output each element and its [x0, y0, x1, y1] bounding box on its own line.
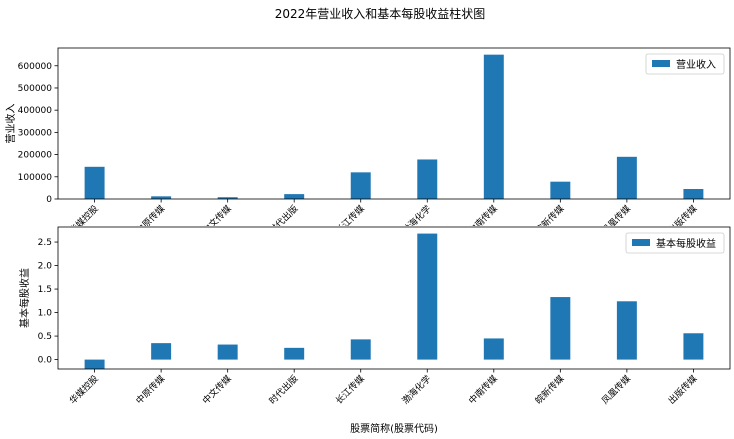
x-tick-label: 中文传媒	[200, 203, 234, 237]
bar	[84, 166, 105, 199]
bar	[683, 333, 704, 360]
x-tick-label: 时代出版	[266, 373, 300, 407]
x-tick-label: 皖新传媒	[533, 373, 567, 407]
bar	[151, 343, 172, 360]
chart-eps: 0.0 0.5 1.0 1.5 2.0 2.5 华媒控股 中原传媒 中文传媒 时代出版 长江传媒 渤海…	[18, 226, 731, 435]
y-tick-label: 2.0	[38, 262, 53, 272]
bar	[217, 344, 238, 360]
bar	[550, 297, 571, 360]
legend-label: 基本每股收益	[656, 237, 716, 250]
bar	[284, 194, 305, 199]
y-tick-label: 1.5	[38, 285, 52, 295]
y-axis-label: 营业收入	[4, 104, 17, 144]
x-tick-labels: 华媒控股 中原传媒 中文传媒 时代出版 长江传媒 渤海化学 中南传媒 皖新传媒 凤凰传媒 出版传媒	[67, 373, 700, 407]
y-tick-label: 0.0	[38, 356, 53, 366]
bar	[284, 347, 305, 360]
x-tick-label: 渤海化学	[399, 203, 433, 237]
legend-swatch	[632, 239, 650, 246]
bar	[616, 156, 637, 199]
figure-title: 2022年营业收入和基本每股收益柱状图	[275, 6, 486, 21]
chart-revenue: 0 100000 200000 300000 400000 500000 600000 华媒控…	[4, 47, 731, 237]
legend-box	[625, 232, 725, 254]
x-tick-label: 中南传媒	[466, 373, 500, 407]
y-tick-label: 600000	[18, 62, 53, 72]
x-tick-label: 凤凰传媒	[599, 373, 633, 407]
x-tick-label: 凤凰传媒	[599, 203, 633, 237]
x-tick-label: 长江传媒	[333, 373, 367, 407]
y-tick-label: 200000	[18, 151, 53, 161]
bar	[417, 233, 438, 360]
bar	[483, 338, 504, 360]
y-tick-label: 100000	[18, 173, 53, 183]
bar	[350, 172, 371, 199]
x-tick-label: 中原传媒	[133, 203, 167, 237]
x-tick-label: 出版传媒	[666, 203, 700, 237]
x-tick-label: 中原传媒	[133, 373, 167, 407]
x-tick-label: 中文传媒	[200, 373, 234, 407]
x-tick-label: 华媒控股	[67, 373, 101, 407]
bar	[616, 301, 637, 360]
y-tick-label: 2.5	[38, 238, 52, 248]
bar	[683, 189, 704, 199]
x-axis-label: 股票简称(股票代码)	[350, 422, 438, 435]
bar	[483, 54, 504, 199]
x-tick-label: 时代出版	[266, 203, 300, 237]
legend: 基本每股收益	[625, 232, 725, 254]
bar	[151, 196, 172, 199]
x-tick-label: 渤海化学	[399, 373, 433, 407]
y-tick-label: 1.0	[38, 309, 53, 319]
bar	[84, 359, 105, 369]
bar	[217, 197, 238, 199]
x-tick-label: 华媒控股	[67, 203, 101, 237]
y-tick-label: 0.5	[38, 332, 52, 342]
legend: 营业收入	[645, 53, 725, 75]
axes-frame	[57, 226, 731, 370]
bar	[417, 159, 438, 199]
axes-frame	[57, 47, 731, 200]
x-tick-label: 皖新传媒	[533, 203, 567, 237]
legend-swatch	[652, 60, 670, 67]
bar	[550, 181, 571, 199]
y-axis-label: 基本每股收益	[18, 268, 31, 328]
x-tick-label: 长江传媒	[333, 203, 367, 237]
y-tick-label: 500000	[18, 84, 53, 94]
legend-label: 营业收入	[676, 58, 716, 71]
y-tick-label: 300000	[18, 128, 53, 138]
legend-box	[645, 53, 725, 75]
x-tick-labels: 华媒控股 中原传媒 中文传媒 时代出版 长江传媒 渤海化学 中南传媒 皖新传媒 凤凰传媒 出版传媒	[67, 203, 700, 237]
bar	[350, 339, 371, 360]
x-tick-label: 中南传媒	[466, 203, 500, 237]
y-tick-label: 400000	[18, 106, 53, 116]
x-tick-label: 出版传媒	[666, 373, 700, 407]
y-tick-label: 0	[46, 195, 52, 205]
